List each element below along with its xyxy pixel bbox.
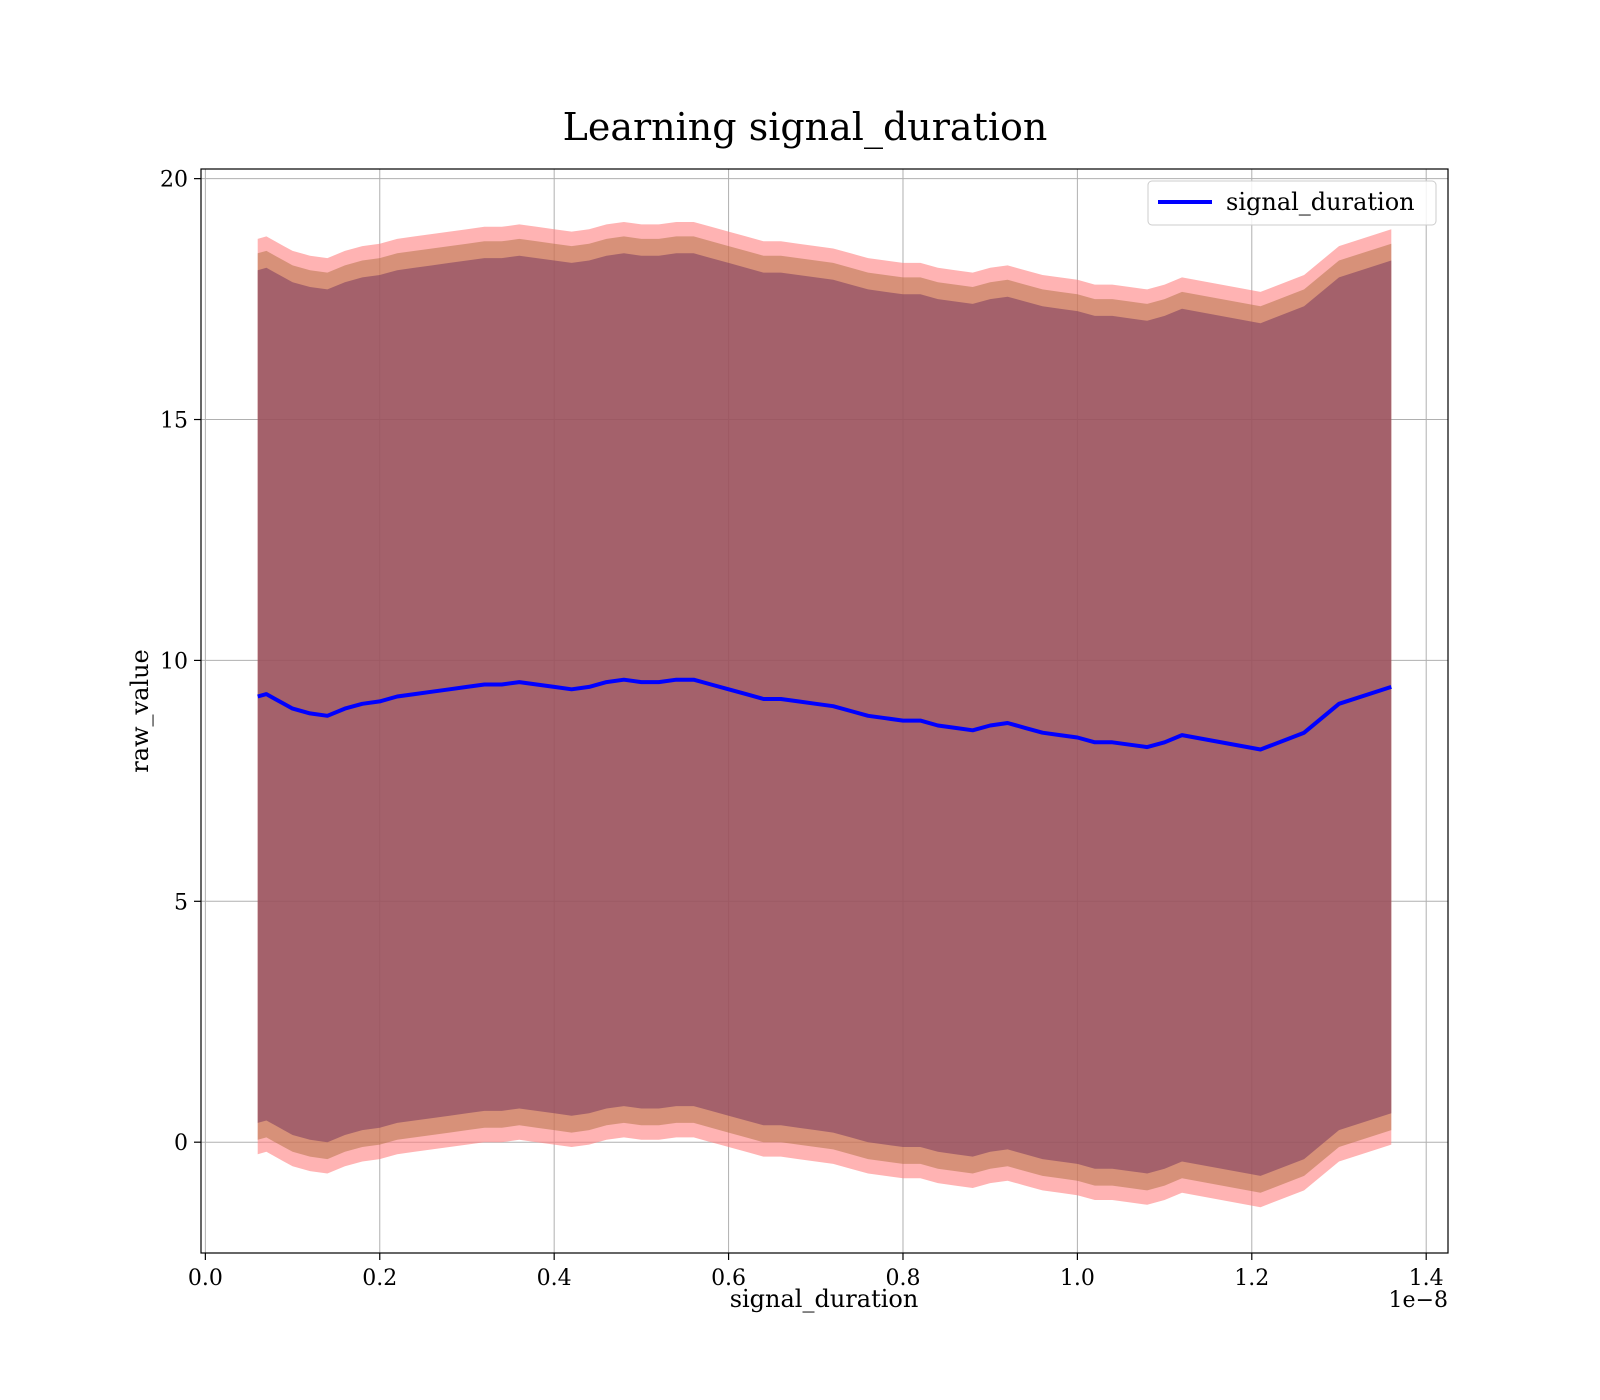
- x-tick-label: 0.6: [711, 1266, 746, 1291]
- y-tick-label: 15: [160, 409, 188, 434]
- x-tick-label: 0.0: [188, 1266, 223, 1291]
- x-tick-label: 0.8: [885, 1266, 920, 1291]
- x-axis-offset-text: 1e−8: [1389, 1288, 1448, 1313]
- confidence-band-3: [257, 253, 1392, 1176]
- legend-box: [1147, 180, 1437, 226]
- y-axis-label: raw_value: [126, 649, 154, 773]
- x-tick-label: 0.4: [537, 1266, 572, 1291]
- plot-frame: [200, 168, 1449, 1254]
- legend: signal_duration: [1147, 180, 1437, 226]
- x-tick-label: 0.2: [362, 1266, 397, 1291]
- x-tick-label: 1.0: [1060, 1266, 1095, 1291]
- x-tick-label: 1.2: [1234, 1266, 1269, 1291]
- y-tick-label: 10: [160, 649, 188, 674]
- legend-label-signal-duration: signal_duration: [1226, 188, 1415, 216]
- line-layer: [257, 677, 1392, 752]
- y-tick-label: 20: [160, 168, 188, 193]
- x-axis-label: signal_duration: [730, 1285, 919, 1313]
- y-tick-label: 0: [174, 1131, 188, 1156]
- series-line-signal-duration: [257, 677, 1392, 752]
- x-tick-label: 1.4: [1409, 1266, 1444, 1291]
- x-axis-ticks: 0.0 0.2 0.4 0.6 0.8 1.0 1.2 1.4: [188, 1253, 1444, 1291]
- band-layer: [257, 222, 1392, 1208]
- y-tick-label: 5: [174, 890, 188, 915]
- chart-title: Learning signal_duration: [563, 105, 1048, 150]
- y-axis-ticks: 0 5 10 15 20: [160, 168, 201, 1156]
